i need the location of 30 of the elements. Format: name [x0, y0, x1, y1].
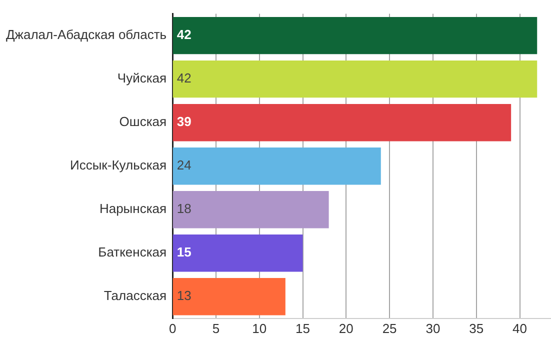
data-label: 24 [176, 158, 192, 173]
data-label: 39 [176, 114, 192, 130]
data-label: 13 [176, 288, 192, 304]
bar [172, 104, 512, 142]
x-tick-label: 10 [252, 320, 267, 336]
bar [172, 60, 538, 98]
x-tick-label: 25 [382, 320, 397, 336]
y-tick-label: Баткенская [98, 244, 167, 260]
y-tick-label: Таласская [104, 288, 167, 304]
y-tick-label: Иссык-Кульская [70, 158, 167, 173]
y-tick-label: Джалал-Абадская область [6, 27, 167, 42]
x-tick-label: 5 [212, 320, 220, 336]
data-label: 42 [176, 70, 192, 86]
y-tick-label: Чуйская [117, 70, 167, 86]
x-tick-label: 15 [296, 320, 310, 336]
x-tick-label: 40 [512, 320, 527, 336]
x-tick-label: 20 [338, 320, 354, 336]
y-tick-label: Ошская [119, 114, 167, 130]
bar [172, 16, 538, 54]
bar [172, 278, 286, 316]
x-tick-label: 35 [469, 320, 484, 336]
data-label: 42 [176, 27, 192, 42]
bar [172, 148, 381, 185]
x-tick-label: 30 [426, 320, 440, 336]
data-label: 15 [176, 244, 192, 260]
x-tick-label: 0 [168, 320, 176, 336]
data-label: 18 [176, 201, 192, 216]
bar [172, 234, 303, 272]
bar [172, 191, 329, 228]
y-tick-label: Нарынская [99, 201, 167, 216]
